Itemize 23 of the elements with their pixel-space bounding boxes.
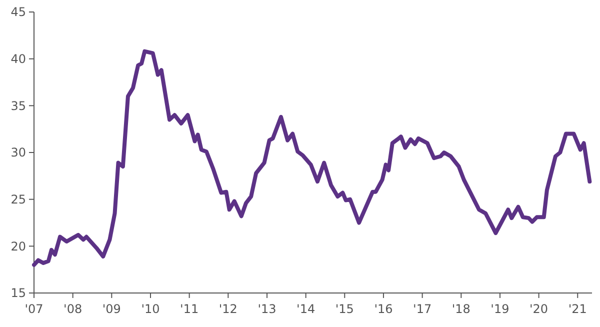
y-tick-label: 35 — [10, 98, 26, 113]
x-tick-label: '18 — [452, 302, 470, 316]
x-tick-label: '17 — [413, 302, 432, 316]
x-tick-label: '11 — [180, 302, 199, 316]
x-tick-label: '21 — [568, 302, 587, 316]
x-tick-label: '14 — [296, 302, 316, 316]
x-tick-label: '09 — [102, 302, 121, 316]
x-tick-label: '10 — [141, 302, 160, 316]
x-tick-label: '20 — [530, 302, 548, 316]
y-tick-label: 45 — [10, 5, 26, 20]
line-series — [32, 49, 592, 267]
x-tick-label: '08 — [64, 302, 82, 316]
x-tick-label: '19 — [490, 302, 510, 316]
x-tick-label: '15 — [335, 302, 354, 316]
x-tick-label: '12 — [218, 302, 238, 316]
y-tick-label: 20 — [10, 239, 26, 254]
y-tick-label: 30 — [10, 146, 26, 160]
x-tick-label: '16 — [374, 302, 393, 316]
y-tick-label: 25 — [10, 192, 26, 207]
y-tick-label: 15 — [10, 286, 26, 300]
y-tick-label: 40 — [10, 52, 26, 66]
x-tick-label: '07 — [24, 302, 44, 316]
x-tick-label: '13 — [258, 302, 276, 316]
